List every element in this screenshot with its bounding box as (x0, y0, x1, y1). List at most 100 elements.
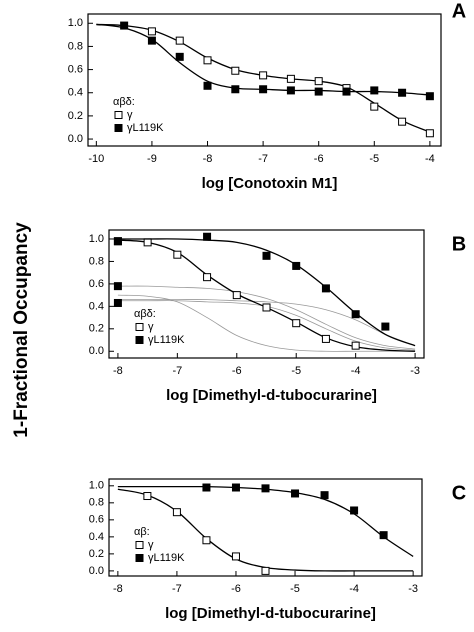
legend-label: γ (127, 109, 133, 121)
x-tick-label: -6 (232, 365, 242, 377)
y-tick-label: 0.6 (68, 63, 83, 75)
y-tick-label: 0.4 (68, 87, 83, 99)
legend-label: γ (148, 321, 154, 333)
y-tick-label: 1.0 (89, 233, 104, 245)
plot-frame (108, 478, 423, 577)
point (262, 251, 271, 260)
point (175, 36, 184, 45)
point (292, 261, 301, 270)
point (147, 27, 156, 36)
point (321, 284, 330, 293)
point (173, 250, 182, 259)
point (342, 87, 351, 96)
legend-marker (135, 541, 144, 549)
y-tick-label: 0.8 (89, 255, 104, 267)
point (351, 341, 360, 350)
x-tick-label: -8 (113, 365, 123, 377)
legend-label: γL119K (127, 122, 164, 134)
point (143, 492, 152, 501)
x-tick-label: -9 (147, 153, 157, 165)
x-tick-label: -7 (172, 365, 182, 377)
point (172, 508, 181, 517)
x-tick-label: -5 (290, 583, 300, 595)
x-tick-label: -4 (349, 583, 359, 595)
x-tick-label: -3 (410, 365, 420, 377)
point (425, 92, 434, 101)
y-tick-label: 0.6 (89, 278, 104, 290)
y-tick-label: 0.2 (68, 110, 83, 122)
legend-title: αβδ: (134, 308, 156, 320)
legend-marker (135, 323, 144, 331)
point (203, 56, 212, 65)
component-curve (117, 294, 416, 352)
x-axis-label: log [Dimethyl-d-tubocurarine] (165, 605, 376, 622)
panel-label: C (452, 482, 466, 504)
legend-title: αβδ: (113, 96, 135, 108)
y-tick-label: 0.4 (89, 531, 104, 543)
point (262, 303, 271, 312)
point (203, 81, 212, 90)
x-tick-label: -6 (314, 153, 324, 165)
point (203, 232, 212, 241)
fit-curve (117, 485, 414, 557)
legend-label: γ (148, 539, 154, 551)
point (113, 237, 122, 246)
y-tick-label: 0.8 (68, 40, 83, 52)
x-axis-label: log [Conotoxin M1] (202, 175, 338, 192)
legend-marker (114, 124, 123, 132)
point (425, 129, 434, 138)
y-tick-label: 0.0 (89, 565, 104, 577)
point (261, 566, 270, 575)
point (314, 87, 323, 96)
point (261, 484, 270, 493)
point (175, 52, 184, 61)
point (120, 21, 129, 30)
y-tick-label: 1.0 (68, 17, 83, 29)
point (291, 489, 300, 498)
y-tick-label: 0.8 (89, 497, 104, 509)
y-tick-label: 0.2 (89, 548, 104, 560)
x-tick-label: -8 (113, 583, 123, 595)
legend-title: αβ: (134, 526, 150, 538)
point (320, 491, 329, 500)
y-tick-label: 0.0 (89, 345, 104, 357)
fit-curve (96, 23, 430, 96)
x-tick-label: -7 (258, 153, 268, 165)
x-tick-label: -7 (172, 583, 182, 595)
x-tick-label: -10 (88, 153, 104, 165)
point (231, 66, 240, 75)
point (232, 291, 241, 300)
plot-frame (87, 13, 442, 147)
x-axis-label: log [Dimethyl-d-tubocurarine] (166, 387, 377, 404)
x-tick-label: -8 (203, 153, 213, 165)
point (351, 310, 360, 319)
point (381, 322, 390, 331)
point (321, 334, 330, 343)
x-tick-label: -4 (351, 365, 361, 377)
point (286, 86, 295, 95)
point (231, 85, 240, 94)
x-tick-label: -3 (408, 583, 418, 595)
point (113, 298, 122, 307)
point (350, 506, 359, 515)
point (231, 552, 240, 561)
x-tick-label: -5 (369, 153, 379, 165)
y-tick-label: 0.0 (68, 133, 83, 145)
point (314, 77, 323, 86)
point (231, 483, 240, 492)
point (398, 88, 407, 97)
point (113, 282, 122, 291)
legend-marker (135, 336, 144, 344)
fit-curve (117, 238, 416, 347)
panel-label: B (452, 233, 466, 255)
x-tick-label: -4 (425, 153, 435, 165)
point (147, 36, 156, 45)
plot-frame (108, 229, 425, 359)
point (286, 74, 295, 83)
point (259, 71, 268, 80)
point (259, 85, 268, 94)
shared-y-label: 1-Fractional Occupancy (11, 222, 32, 438)
x-tick-label: -5 (291, 365, 301, 377)
component-curve (117, 285, 416, 350)
point (292, 319, 301, 328)
